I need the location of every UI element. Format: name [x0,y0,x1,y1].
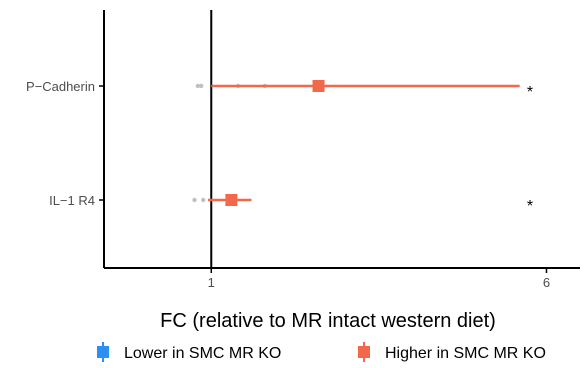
replicate-point [201,197,206,203]
replicate-point [192,197,197,203]
x-axis-label: FC (relative to MR intact western diet) [160,310,496,332]
replicate-point [195,83,201,89]
y-tick-label: IL−1 R4 [49,193,95,208]
replicate-point [199,83,204,89]
x-tick-label: 1 [208,275,215,290]
legend-key-square [358,346,370,358]
significance-marker: * [527,84,533,101]
significance-marker: * [527,198,533,215]
legend-label: Higher in SMC MR KO [385,345,546,362]
legend-key-square [97,346,109,358]
estimate-point [312,80,325,92]
legend-label: Lower in SMC MR KO [124,345,281,362]
y-tick-label: P−Cadherin [26,79,95,94]
estimate-point [225,194,238,206]
x-tick-label: 6 [543,275,550,290]
